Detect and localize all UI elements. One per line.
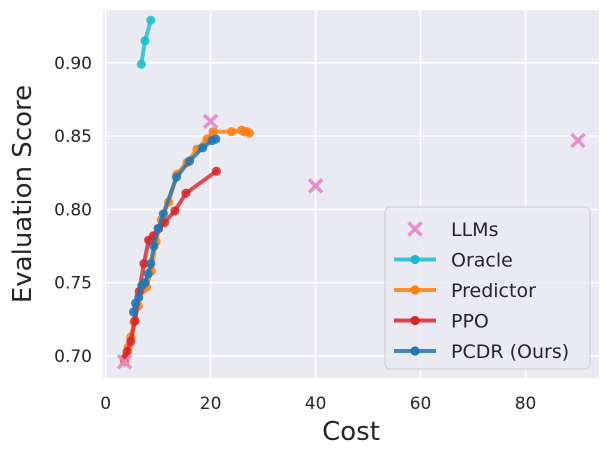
legend-item: Predictor: [394, 280, 536, 302]
y-tick-label: 0.70: [54, 347, 92, 367]
legend-marker: [410, 346, 420, 356]
legend-box: [384, 206, 591, 370]
data-point: [136, 59, 146, 69]
data-point: [244, 128, 255, 138]
llm-point: [570, 132, 586, 149]
llm-point: [202, 113, 219, 130]
series-llms: [116, 113, 586, 370]
y-axis-title: Evaluation Score: [8, 85, 38, 303]
series-pcdr-ours: [128, 134, 221, 317]
data-point: [149, 241, 159, 251]
data-point: [134, 292, 144, 302]
x-tick-label: 80: [515, 394, 537, 414]
x-tick-label: 40: [305, 394, 327, 414]
data-point: [140, 36, 150, 46]
legend-item: LLMs: [407, 219, 498, 241]
legend-item: PCDR (Ours): [394, 341, 569, 363]
llm-point: [116, 354, 133, 370]
data-point: [185, 156, 195, 166]
data-point: [146, 259, 156, 269]
data-point: [170, 206, 180, 216]
legend-label: PCDR (Ours): [451, 341, 569, 363]
data-point: [181, 188, 191, 198]
data-point: [139, 259, 149, 269]
y-tick-label: 0.75: [54, 274, 92, 294]
data-point: [211, 134, 221, 144]
data-point: [143, 269, 153, 279]
tick-labels: 0 20 40 60 80 0.70 0.75 0.80 0.85 0.90: [54, 54, 536, 414]
data-series: [116, 15, 586, 370]
data-point: [198, 143, 208, 153]
data-point: [130, 316, 140, 326]
legend-label: LLMs: [451, 219, 498, 241]
legend-label: Oracle: [451, 250, 513, 272]
data-point: [158, 209, 168, 219]
x-tick-label: 0: [100, 394, 111, 414]
legend-marker-x: [407, 221, 423, 237]
y-tick-label: 0.90: [54, 54, 92, 74]
y-tick-label: 0.80: [54, 200, 92, 220]
data-point: [171, 172, 182, 182]
series-oracle: [136, 15, 156, 69]
data-point: [140, 278, 150, 288]
legend-label: PPO: [451, 311, 489, 333]
legend-marker: [410, 285, 420, 295]
data-point: [153, 223, 163, 234]
data-point: [146, 15, 156, 25]
legend: LLMs Oracle Predictor PPO PCDR (Ours): [384, 206, 591, 370]
data-point: [211, 166, 221, 176]
x-tick-label: 20: [200, 394, 222, 414]
data-point: [226, 127, 237, 137]
data-point: [208, 127, 218, 137]
x-tick-label: 60: [410, 394, 432, 414]
data-point: [128, 307, 139, 317]
legend-marker: [410, 315, 420, 326]
legend-item: Oracle: [394, 250, 513, 272]
llm-point: [307, 178, 324, 194]
x-axis-title: Cost: [322, 417, 380, 447]
legend-item: PPO: [394, 311, 489, 333]
y-tick-label: 0.85: [54, 127, 92, 147]
data-point: [122, 347, 132, 357]
legend-marker: [410, 254, 420, 265]
data-point: [126, 336, 136, 346]
legend-label: Predictor: [451, 280, 536, 302]
